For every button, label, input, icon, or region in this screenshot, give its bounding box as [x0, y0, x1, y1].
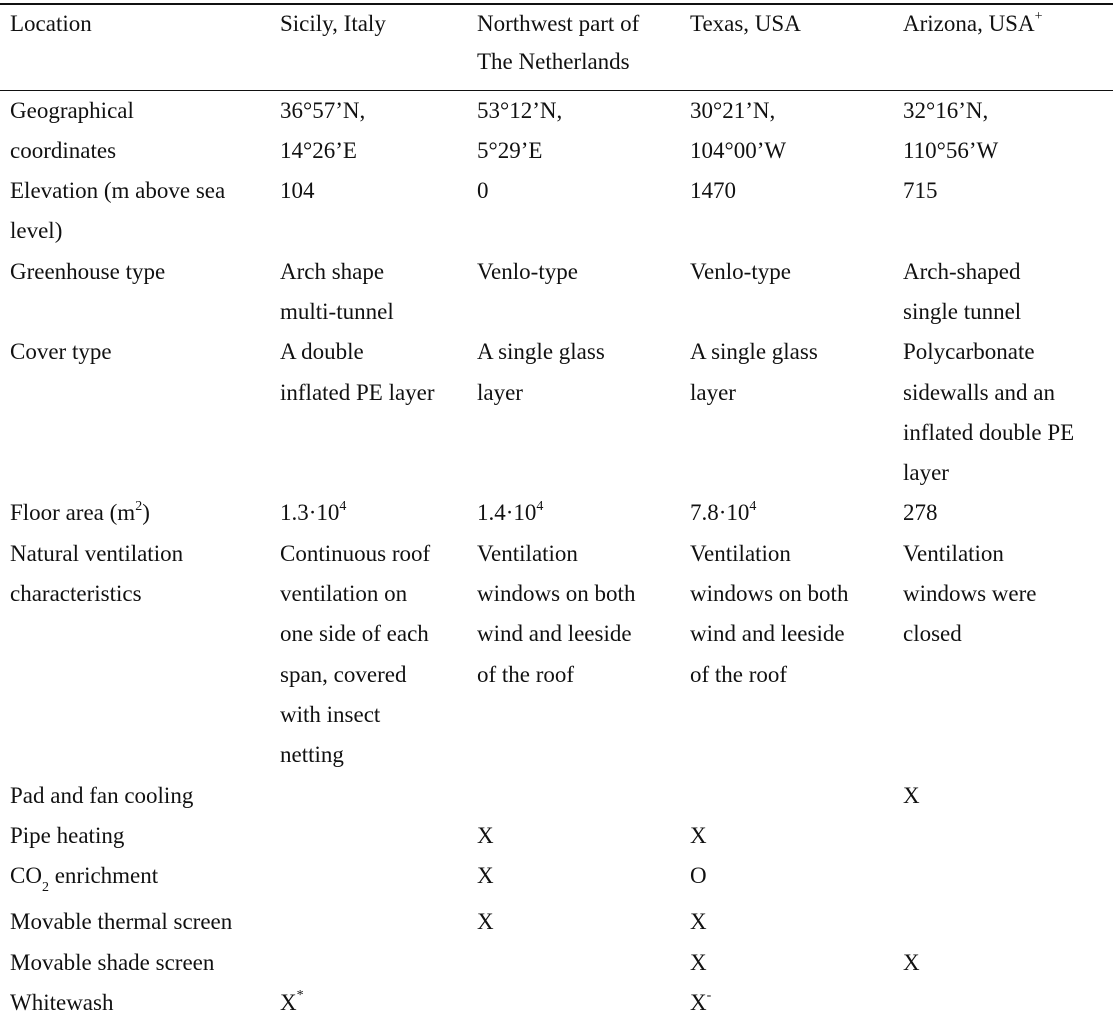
cell-arizona [893, 896, 1113, 942]
cell-texas: A single glass layer [690, 339, 818, 405]
cell-texas: X [690, 822, 707, 848]
row-label: Geographical coordinates [10, 97, 134, 163]
cell-netherlands [467, 983, 680, 1023]
row-label: Movable shade screen [10, 949, 215, 975]
greenhouse-characteristics-table: Location Sicily, Italy Northwest part of… [0, 3, 1113, 1023]
table-row-thermal-screen: Movable thermal screen X X [0, 896, 1113, 942]
table-header-row: Location Sicily, Italy Northwest part of… [0, 3, 1113, 91]
cell-netherlands: Ventilation windows on both wind and lee… [477, 540, 636, 687]
cell-sicily: Arch shape multi-tunnel [280, 258, 394, 324]
cell-sicily [270, 943, 467, 983]
cell-texas: X [690, 909, 707, 935]
cell-sicily: 1.3·104 [280, 498, 347, 526]
cell-arizona: Ventilation windows were closed [903, 540, 1037, 647]
cell-arizona: X [903, 782, 920, 808]
cell-arizona: 32°16’N, 110°56’W [903, 97, 999, 163]
cell-netherlands: 1.4·104 [477, 498, 544, 526]
cell-arizona [893, 856, 1113, 896]
cell-texas: O [690, 863, 707, 889]
table-row-elevation: Elevation (m above sea level) 104 0 1470… [0, 171, 1113, 252]
table-row-co2: CO2 enrichment X O [0, 856, 1113, 896]
cell-netherlands: X [477, 822, 494, 848]
row-label: Whitewash [10, 990, 114, 1016]
footnote-mark: + [1034, 9, 1043, 25]
table-row-cover-type: Cover type A double inflated PE layer A … [0, 332, 1113, 493]
cell-netherlands: 53°12’N, 5°29’E [477, 97, 563, 163]
cell-texas: Venlo-type [690, 258, 791, 284]
row-label: Natural ventilation characteristics [10, 540, 184, 607]
header-netherlands: Northwest part of The Netherlands [467, 3, 680, 91]
cell-arizona: X [903, 949, 920, 975]
table-row-ventilation: Natural ventilation characteristics Cont… [0, 534, 1113, 776]
footnote-mark: - [706, 988, 712, 1004]
header-texas: Texas, USA [680, 3, 893, 91]
cell-arizona [893, 983, 1113, 1023]
row-label: Cover type [10, 339, 112, 365]
cell-sicily [270, 896, 467, 942]
cell-arizona: Arch-shaped single tunnel [903, 258, 1022, 324]
cell-texas: X [690, 949, 707, 975]
cell-texas: 1470 [690, 178, 736, 204]
table-row-pad-fan: Pad and fan cooling X [0, 776, 1113, 816]
row-label: Elevation (m above sea level) [10, 178, 226, 244]
cell-texas: 7.8·104 [690, 498, 757, 526]
cell-sicily: A double inflated PE layer [280, 339, 435, 405]
footnote-mark: * [296, 988, 304, 1004]
cell-netherlands: X [477, 863, 494, 889]
table-row-floor-area: Floor area (m2) 1.3·104 1.4·104 7.8·104 … [0, 493, 1113, 533]
cell-arizona: Polycarbonate sidewalls and an inflated … [903, 339, 1075, 486]
cell-texas [680, 776, 893, 816]
table-row-shade-screen: Movable shade screen X X [0, 943, 1113, 983]
row-label: CO2 enrichment [10, 863, 159, 895]
cell-sicily: X* [280, 988, 304, 1016]
row-label: Greenhouse type [10, 258, 166, 284]
cell-texas: 30°21’N, 104°00’W [690, 97, 787, 163]
row-label: Movable thermal screen [10, 909, 233, 935]
header-sicily: Sicily, Italy [270, 3, 467, 91]
cell-netherlands: 0 [477, 178, 489, 204]
cell-netherlands [467, 943, 680, 983]
table-row-coordinates: Geographical coordinates 36°57’N, 14°26’… [0, 90, 1113, 171]
cell-arizona: 278 [903, 500, 938, 526]
header-location: Location [0, 3, 270, 91]
row-label: Pad and fan cooling [10, 782, 194, 808]
cell-netherlands: Venlo-type [477, 258, 578, 284]
cell-sicily [270, 816, 467, 856]
cell-netherlands: X [477, 909, 494, 935]
row-label: Floor area (m2) [10, 498, 150, 526]
cell-texas: Ventilation windows on both wind and lee… [690, 540, 849, 687]
cell-sicily: 36°57’N, 14°26’E [280, 97, 366, 163]
row-label: Pipe heating [10, 822, 125, 848]
cell-sicily [270, 856, 467, 896]
table-row-whitewash: Whitewash X* X- [0, 983, 1113, 1023]
cell-netherlands [467, 776, 680, 816]
cell-netherlands: A single glass layer [477, 339, 605, 405]
cell-arizona [893, 816, 1113, 856]
cell-arizona: 715 [903, 178, 938, 204]
cell-sicily [270, 776, 467, 816]
cell-sicily: Continuous roof ventilation on one side … [280, 540, 431, 768]
cell-sicily: 104 [280, 178, 315, 204]
cell-texas: X- [690, 988, 712, 1016]
table-row-greenhouse-type: Greenhouse type Arch shape multi-tunnel … [0, 252, 1113, 333]
table-row-pipe-heating: Pipe heating X X [0, 816, 1113, 856]
header-arizona: Arizona, USA+ [893, 3, 1113, 91]
